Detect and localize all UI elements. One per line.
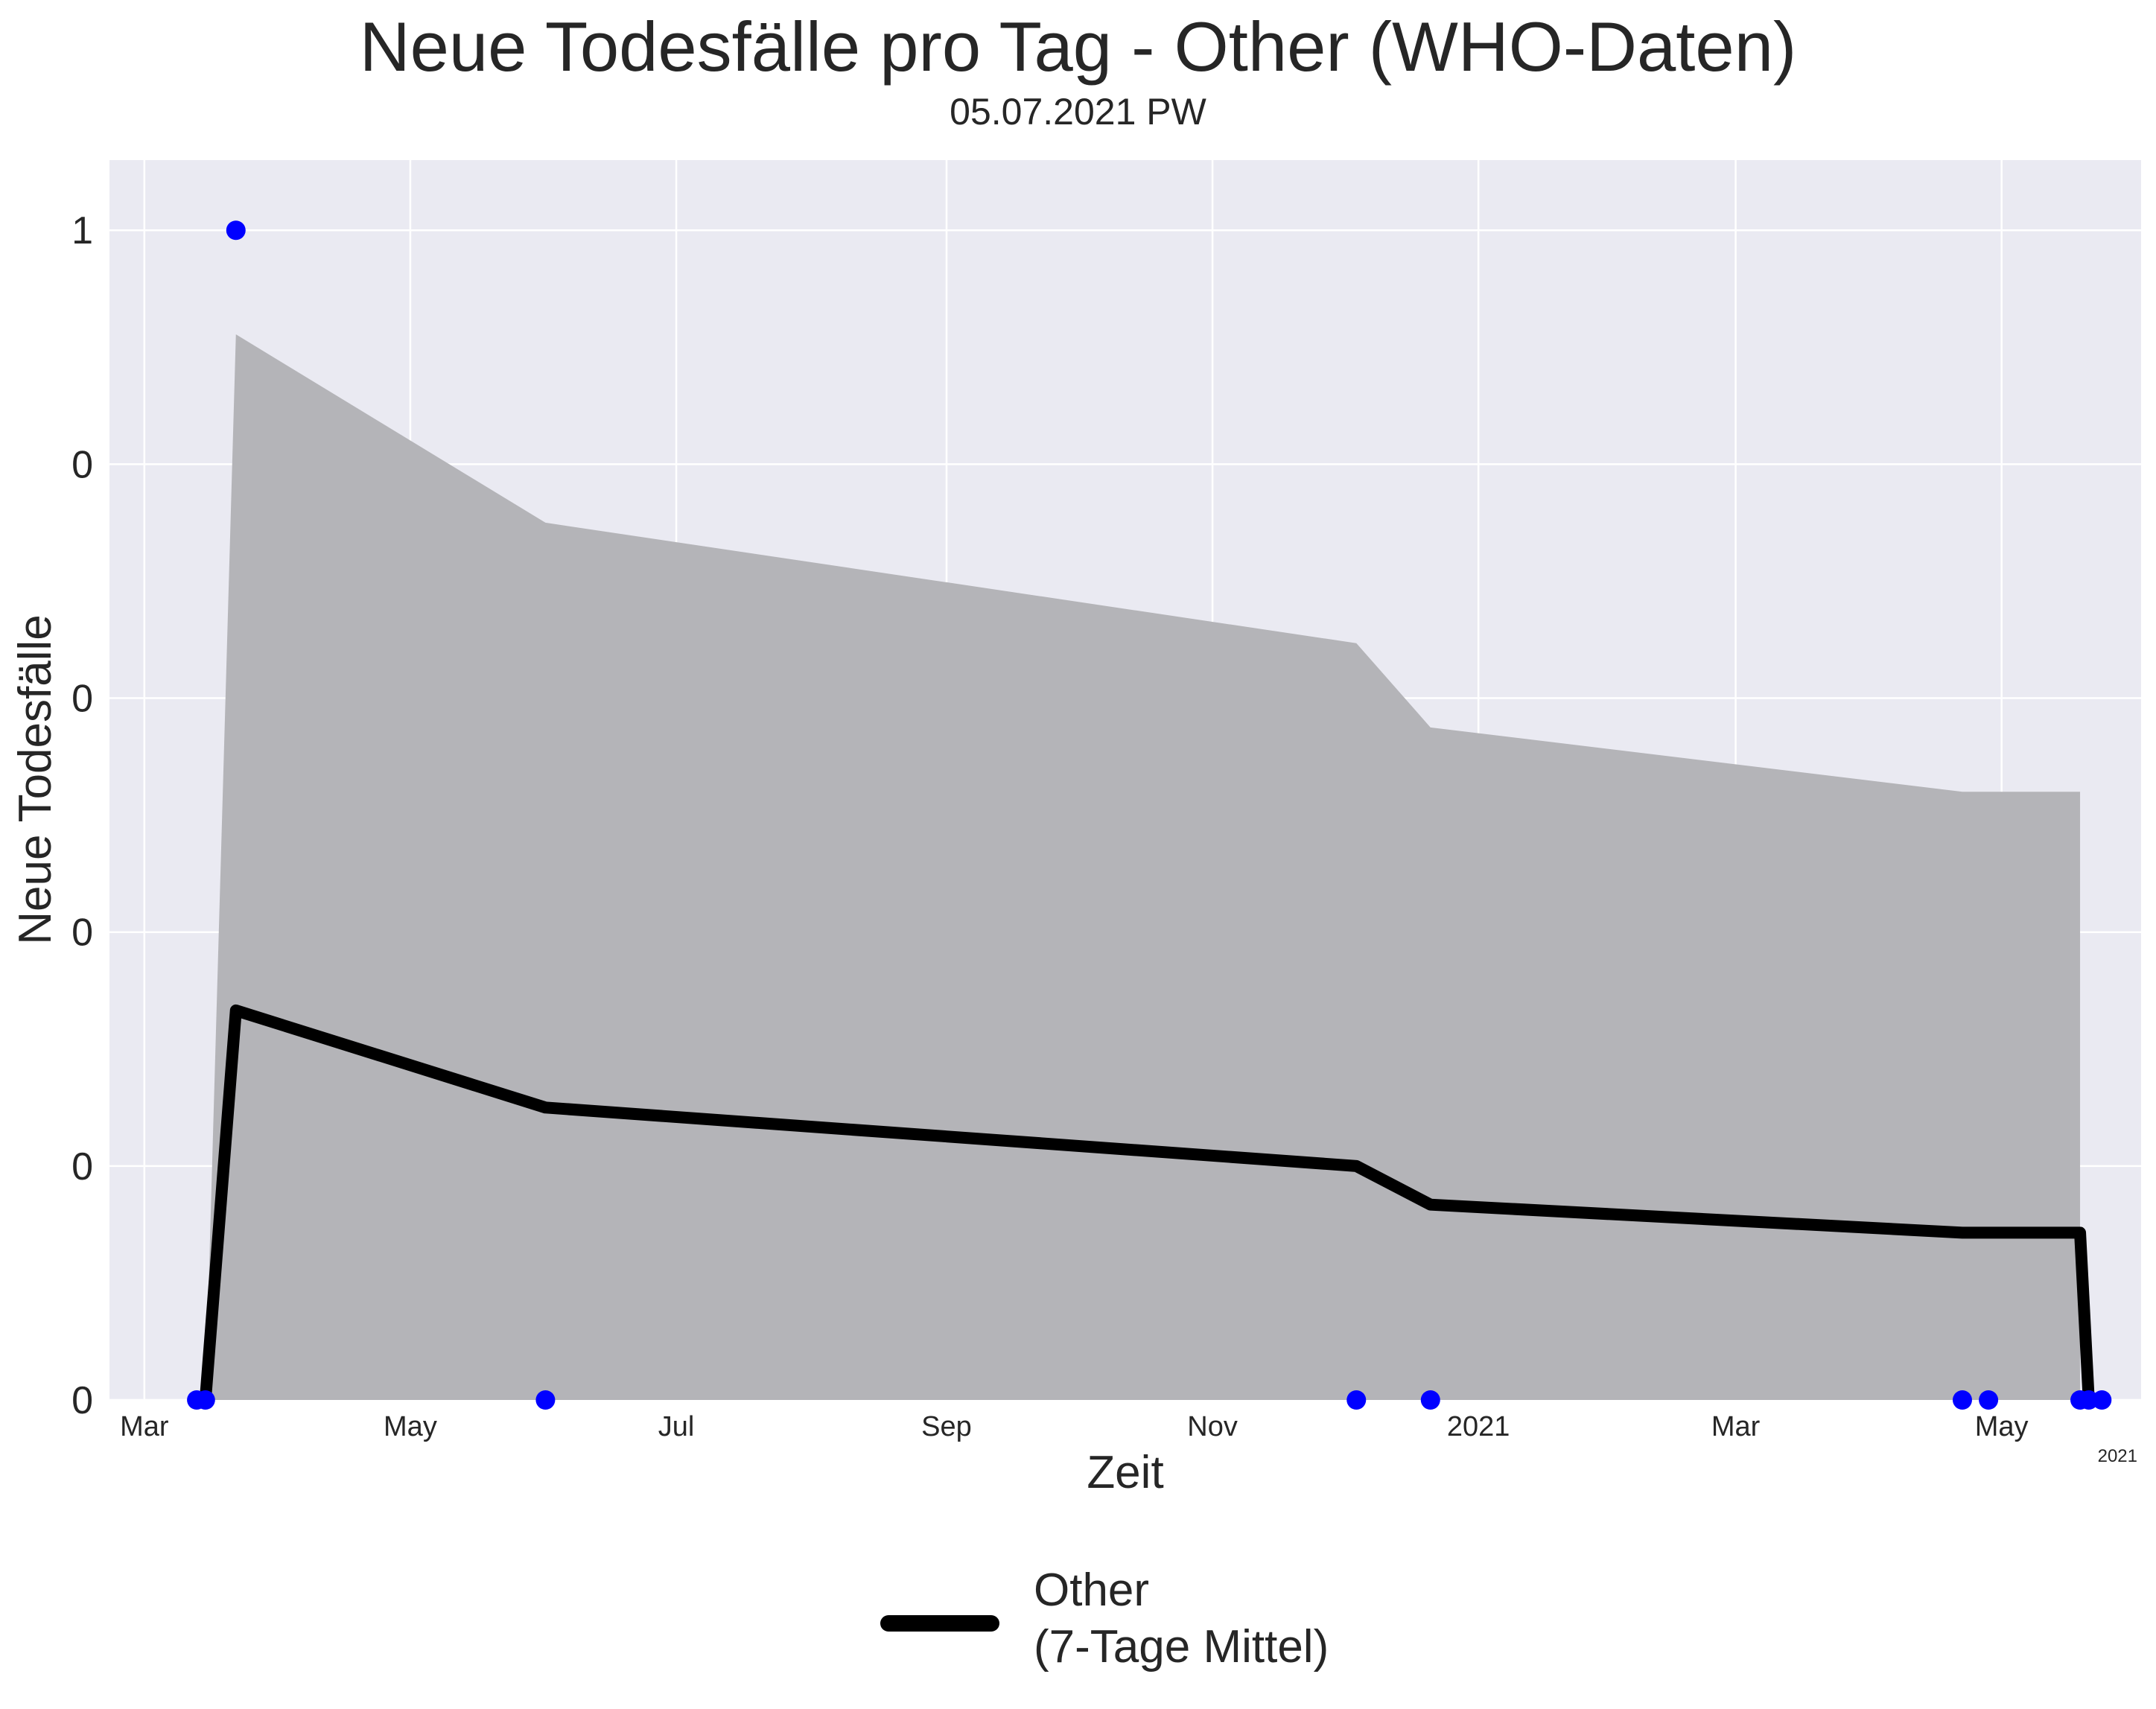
y-ticks: 0 0 0 0 0 1 bbox=[71, 209, 93, 1422]
data-point bbox=[1420, 1390, 1440, 1410]
y-tick-label: 0 bbox=[71, 1379, 93, 1422]
legend-label-line1: Other bbox=[1034, 1565, 1149, 1616]
point-layer bbox=[187, 220, 2112, 1410]
legend: Other (7-Tage Mittel) bbox=[880, 1565, 1329, 1673]
data-point bbox=[1979, 1390, 1999, 1410]
x-tick-label: Mar bbox=[120, 1411, 169, 1442]
series-line-other bbox=[197, 1004, 2095, 1406]
x-offset-label: 2021 bbox=[2098, 1446, 2137, 1466]
x-tick-label: May bbox=[384, 1411, 437, 1442]
x-tick-label: May bbox=[1975, 1411, 2029, 1442]
legend-label-line2: (7-Tage Mittel) bbox=[1034, 1621, 1329, 1673]
y-tick-label: 0 bbox=[71, 678, 93, 721]
data-point bbox=[2092, 1390, 2112, 1410]
x-tick-label: Sep bbox=[921, 1411, 972, 1442]
x-axis-label: Zeit bbox=[1087, 1447, 1163, 1498]
y-tick-label: 0 bbox=[71, 1145, 93, 1188]
y-tick-label: 0 bbox=[71, 443, 93, 486]
confidence-band bbox=[205, 334, 2081, 1400]
data-point bbox=[1952, 1390, 1972, 1410]
band-layer bbox=[205, 334, 2081, 1400]
data-point bbox=[1346, 1390, 1367, 1410]
y-tick-label: 0 bbox=[71, 911, 93, 955]
x-tick-label: 2021 bbox=[1447, 1411, 1510, 1442]
data-point bbox=[226, 220, 246, 241]
line-layer bbox=[197, 1004, 2095, 1406]
chart-title: Neue Todesfälle pro Tag - Other (WHO-Dat… bbox=[359, 7, 1797, 86]
x-tick-label: Jul bbox=[658, 1411, 695, 1442]
chart-subtitle: 05.07.2021 PW bbox=[950, 91, 1206, 133]
y-axis-label: Neue Todesfälle bbox=[10, 614, 61, 945]
data-point bbox=[195, 1390, 215, 1410]
data-point bbox=[535, 1390, 556, 1410]
x-tick-label: Nov bbox=[1187, 1411, 1238, 1442]
y-tick-label: 1 bbox=[71, 209, 93, 252]
x-tick-label: Mar bbox=[1711, 1411, 1761, 1442]
x-ticks: Mar May Jul Sep Nov 2021 Mar May bbox=[120, 1411, 2028, 1442]
